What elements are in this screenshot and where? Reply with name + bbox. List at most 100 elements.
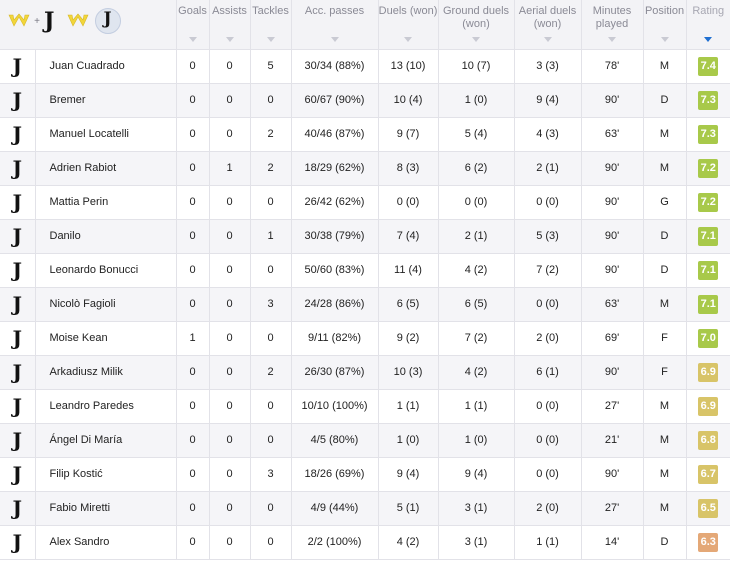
table-row[interactable]: J Danilo 0 0 1 30/38 (79%) 7 (4) 2 (1) 5 (3) 90' D… (0, 219, 730, 254)
duels-cell: 9 (7) (377, 117, 439, 152)
column-header-minutes[interactable]: Minutes played (580, 0, 644, 50)
juventus-logo-icon: J (12, 224, 22, 248)
column-header-tackles[interactable]: Tackles (249, 0, 292, 50)
player-name-link[interactable]: Ángel Di María (34, 423, 177, 458)
minutes-cell: 90' (580, 457, 644, 492)
player-name-link[interactable]: Moise Kean (34, 321, 177, 356)
aerial-duels-cell: 9 (4) (513, 83, 582, 118)
rating-cell: 7.2 (685, 151, 730, 186)
player-name-link[interactable]: Filip Kostić (34, 457, 177, 492)
player-name-link[interactable]: Manuel Locatelli (34, 117, 177, 152)
sort-arrow-icon-active (704, 36, 713, 42)
rating-badge: 7.4 (698, 56, 719, 76)
table-row[interactable]: J Leonardo Bonucci 0 0 0 50/60 (83%) 11 (4) 4 (… (0, 253, 730, 288)
table-row[interactable]: J Arkadiusz Milik 0 0 2 26/30 (87%) 10 (3) 4 (2… (0, 355, 730, 390)
duels-cell: 9 (4) (377, 457, 439, 492)
column-header-acc-passes[interactable]: Acc. passes (290, 0, 379, 50)
column-header-goals[interactable]: Goals (175, 0, 210, 50)
table-row[interactable]: J Alex Sandro 0 0 0 2/2 (100%) 4 (2) 3 (1) 1 (1)… (0, 525, 730, 560)
table-row[interactable]: J Juan Cuadrado 0 0 5 30/34 (88%) 13 (10) 10 (7… (0, 49, 730, 84)
table-row[interactable]: J Adrien Rabiot 0 1 2 18/29 (62%) 8 (3) 6 (2) 2 … (0, 151, 730, 186)
juventus-logo-icon: J (12, 156, 22, 180)
minutes-cell: 14' (580, 525, 644, 560)
rating-cell: 7.0 (685, 321, 730, 356)
table-row[interactable]: J Bremer 0 0 0 60/67 (90%) 10 (4) 1 (0) 9 (4) 90'… (0, 83, 730, 118)
player-name-link[interactable]: Nicolò Fagioli (34, 287, 177, 322)
player-name-link[interactable]: Leandro Paredes (34, 389, 177, 424)
position-cell: D (642, 525, 687, 560)
aerial-duels-cell: 0 (0) (513, 185, 582, 220)
minutes-cell: 63' (580, 287, 644, 322)
player-name-link[interactable]: Bremer (34, 83, 177, 118)
player-name-link[interactable]: Alex Sandro (34, 525, 177, 560)
tackles-cell: 2 (249, 151, 292, 186)
team-logo-cell: J (0, 219, 35, 254)
column-header-goals-label: Goals (178, 5, 207, 17)
aerial-duels-cell: 7 (2) (513, 253, 582, 288)
verona-team-filter[interactable] (67, 13, 89, 29)
column-header-acc-passes-label: Acc. passes (304, 5, 365, 17)
goals-cell: 0 (175, 389, 210, 424)
column-header-rating[interactable]: Rating (685, 0, 730, 50)
team-logo-cell: J (0, 389, 35, 424)
player-name-link[interactable]: Leonardo Bonucci (34, 253, 177, 288)
position-cell: M (642, 457, 687, 492)
combined-teams-filter[interactable]: + J (8, 10, 54, 32)
juventus-logo-icon: J (12, 394, 22, 418)
goals-cell: 0 (175, 117, 210, 152)
juventus-logo-icon: J (12, 530, 22, 554)
player-name-link[interactable]: Danilo (34, 219, 177, 254)
goals-cell: 0 (175, 151, 210, 186)
table-row[interactable]: J Moise Kean 1 0 0 9/11 (82%) 9 (2) 7 (2) 2 (0) 6… (0, 321, 730, 356)
assists-cell: 0 (208, 185, 251, 220)
acc-passes-cell: 24/28 (86%) (290, 287, 379, 322)
rating-badge: 6.9 (698, 396, 719, 416)
aerial-duels-cell: 4 (3) (513, 117, 582, 152)
team-logo-cell: J (0, 423, 35, 458)
rating-cell: 7.1 (685, 253, 730, 288)
rating-badge: 6.9 (698, 362, 719, 382)
minutes-cell: 21' (580, 423, 644, 458)
table-row[interactable]: J Ángel Di María 0 0 0 4/5 (80%) 1 (0) 1 (0) 0 (… (0, 423, 730, 458)
player-name-link[interactable]: Juan Cuadrado (34, 49, 177, 84)
table-row[interactable]: J Leandro Paredes 0 0 0 10/10 (100%) 1 (1) 1 (1… (0, 389, 730, 424)
minutes-cell: 90' (580, 355, 644, 390)
aerial-duels-cell: 0 (0) (513, 457, 582, 492)
player-name-link[interactable]: Adrien Rabiot (34, 151, 177, 186)
goals-cell: 0 (175, 457, 210, 492)
player-name-link[interactable]: Fabio Miretti (34, 491, 177, 526)
team-logo-cell: J (0, 321, 35, 356)
sort-arrow-icon (543, 36, 552, 42)
position-cell: M (642, 491, 687, 526)
acc-passes-cell: 4/5 (80%) (290, 423, 379, 458)
table-row[interactable]: J Filip Kostić 0 0 3 18/26 (69%) 9 (4) 9 (4) 0 (… (0, 457, 730, 492)
rating-badge: 7.1 (698, 294, 719, 314)
column-header-ground-duels[interactable]: Ground duels (won) (437, 0, 515, 50)
table-row[interactable]: J Nicolò Fagioli 0 0 3 24/28 (86%) 6 (5) 6 (5) 0… (0, 287, 730, 322)
duels-cell: 0 (0) (377, 185, 439, 220)
juventus-logo-icon: J (12, 496, 22, 520)
duels-cell: 8 (3) (377, 151, 439, 186)
assists-cell: 0 (208, 491, 251, 526)
juventus-team-filter-selected[interactable]: J (94, 8, 121, 34)
table-row[interactable]: J Manuel Locatelli 0 0 2 40/46 (87%) 9 (7) 5 (4… (0, 117, 730, 152)
player-name-link[interactable]: Arkadiusz Milik (34, 355, 177, 390)
table-row[interactable]: J Fabio Miretti 0 0 0 4/9 (44%) 5 (1) 3 (1) 2 (0… (0, 491, 730, 526)
tackles-cell: 0 (249, 525, 292, 560)
goals-cell: 0 (175, 491, 210, 526)
column-header-aerial-duels[interactable]: Aerial duels (won) (513, 0, 582, 50)
table-row[interactable]: J Mattia Perin 0 0 0 26/42 (62%) 0 (0) 0 (0) 0 (… (0, 185, 730, 220)
column-header-ground-duels-label: Ground duels (won) (442, 5, 510, 30)
assists-cell: 0 (208, 389, 251, 424)
team-logo-cell: J (0, 83, 35, 118)
tackles-cell: 0 (249, 253, 292, 288)
column-header-aerial-duels-label: Aerial duels (won) (518, 5, 577, 30)
rating-badge: 7.3 (698, 124, 719, 144)
juventus-logo-icon: J (12, 122, 22, 146)
column-header-position[interactable]: Position (642, 0, 687, 50)
duels-cell: 10 (4) (377, 83, 439, 118)
column-header-duels[interactable]: Duels (won) (377, 0, 439, 50)
column-header-assists[interactable]: Assists (208, 0, 251, 50)
player-name-link[interactable]: Mattia Perin (34, 185, 177, 220)
